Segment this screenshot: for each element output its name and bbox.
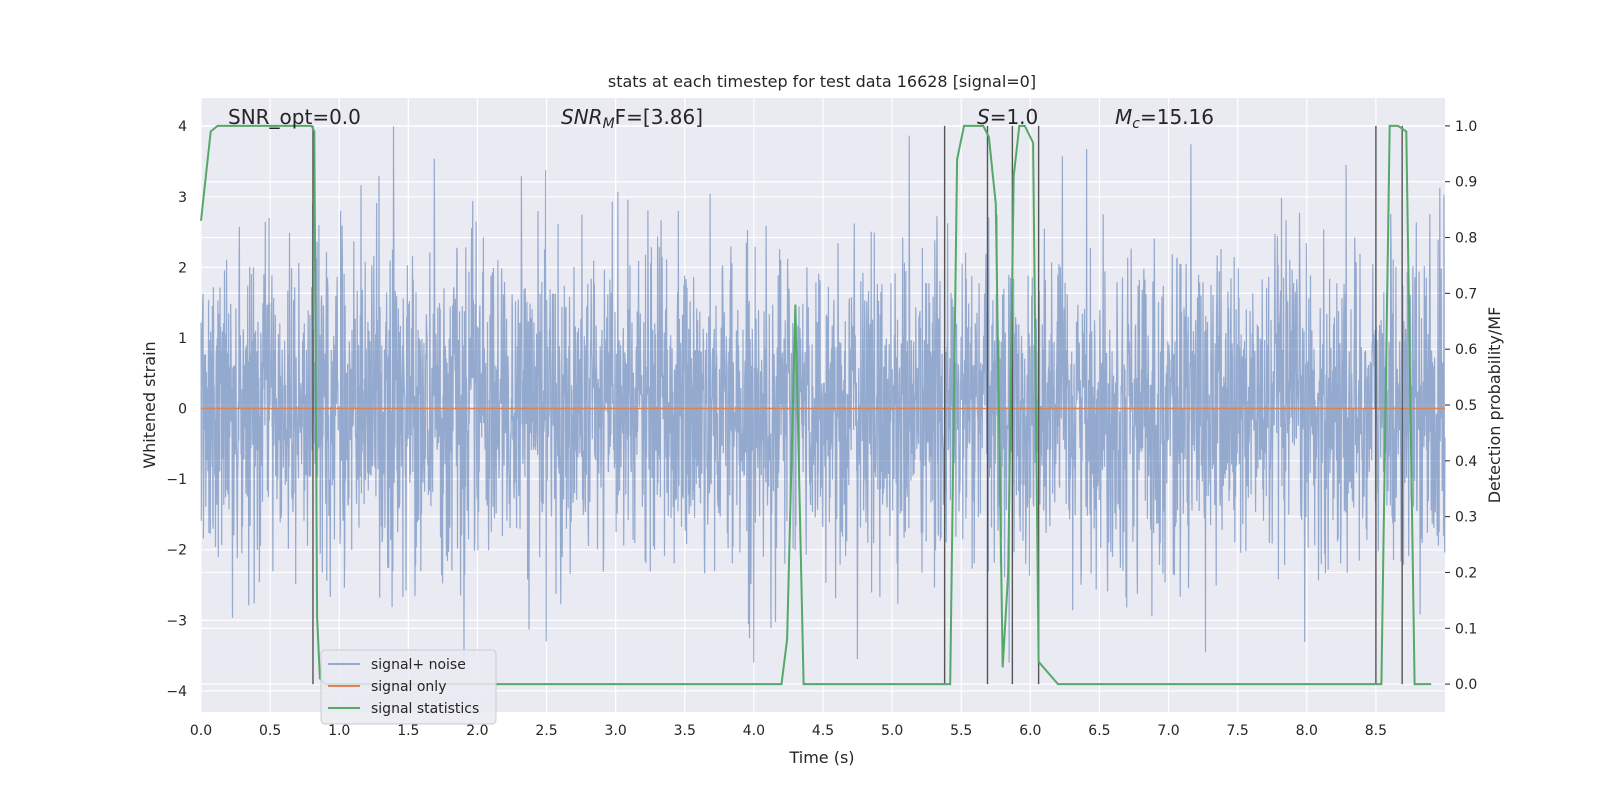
- series-line-signal-statistics: [200, 124, 1432, 686]
- x-tick-label: 1.5: [397, 723, 419, 739]
- legend: signal+ noise signal only signal statist…: [320, 649, 497, 725]
- y-tick-label: 2: [178, 260, 187, 276]
- y-tick-label: −1: [166, 472, 187, 488]
- x-tick-label: 7.0: [1157, 723, 1179, 739]
- legend-box: [320, 649, 497, 725]
- x-tick-label: 2.5: [535, 723, 557, 739]
- x-tick-label: 3.5: [674, 723, 696, 739]
- series-signal-noise: [200, 126, 1446, 663]
- annotation-mc: Mc=15.16: [1115, 105, 1214, 132]
- y-tick-label: −2: [166, 543, 187, 559]
- y-right-tick-label: 0.5: [1455, 398, 1477, 414]
- x-tick-label: 4.0: [743, 723, 765, 739]
- annotation-snr-opt: SNR_opt=0.0: [228, 105, 361, 129]
- y-right-tick-label: 1.0: [1455, 119, 1477, 135]
- x-tick-label: 5.5: [950, 723, 972, 739]
- annotation-mc-value: =15.16: [1140, 105, 1214, 129]
- x-tick-label: 0.0: [190, 723, 212, 739]
- x-tick-label: 6.5: [1088, 723, 1110, 739]
- x-tick-label: 7.5: [1227, 723, 1249, 739]
- y-right-tick-label: 0.7: [1455, 286, 1477, 302]
- y-right-tick-label: 0.2: [1455, 565, 1477, 581]
- legend-label-signal-statistics: signal statistics: [371, 701, 479, 717]
- y-right-tick-label: 0.6: [1455, 342, 1477, 358]
- x-tick-label: 5.0: [881, 723, 903, 739]
- y-axis-label: Whitened strain: [140, 341, 159, 468]
- annotation-snr-mf: SNRMF=[3.86]: [561, 105, 703, 132]
- y-right-tick-label: 0.9: [1455, 175, 1477, 191]
- annotation-snr-mf-label: SNR: [561, 105, 603, 129]
- legend-label-signal-noise: signal+ noise: [371, 657, 466, 673]
- y-right-tick-label: 0.4: [1455, 454, 1477, 470]
- y-tick-label: 0: [178, 402, 187, 418]
- series-signal-statistics: [200, 124, 1432, 686]
- y-tick-label: 4: [178, 119, 187, 135]
- x-tick-label: 6.0: [1019, 723, 1041, 739]
- annotation-s-value: =1.0: [990, 105, 1039, 129]
- y-axis-label-right: Detection probability/MF: [1485, 307, 1504, 504]
- x-tick-label: 3.0: [605, 723, 627, 739]
- x-tick-label: 0.5: [259, 723, 281, 739]
- chart-title: stats at each timestep for test data 166…: [608, 72, 1036, 91]
- annotation-mc-label: M: [1115, 105, 1132, 129]
- x-axis-label: Time (s): [788, 748, 854, 767]
- x-tick-label: 4.5: [812, 723, 834, 739]
- y-tick-label: −4: [166, 684, 187, 700]
- annotation-snr-mf-f: F=[3.86]: [615, 105, 703, 129]
- y-right-tick-label: 0.0: [1455, 677, 1477, 693]
- x-tick-label: 1.0: [328, 723, 350, 739]
- legend-label-signal-only: signal only: [371, 679, 446, 695]
- y-tick-label: 1: [178, 331, 187, 347]
- annotation-snr-mf-sub: M: [603, 116, 615, 132]
- x-tick-label: 2.0: [466, 723, 488, 739]
- y-tick-labels-left: 4 3 2 1 0 −1 −2 −3 −4: [166, 119, 187, 700]
- x-tick-label: 8.0: [1296, 723, 1318, 739]
- y-right-tick-label: 0.8: [1455, 231, 1477, 247]
- annotation-mc-sub: c: [1132, 116, 1140, 132]
- y-tick-label: −3: [166, 613, 187, 629]
- annotation-s-label: S: [977, 105, 990, 129]
- y-right-tick-label: 0.1: [1455, 621, 1477, 637]
- annotation-snr-mf-tail: F=[3.86]: [615, 105, 703, 129]
- series-line-signal-noise: [200, 126, 1446, 663]
- annotation-s: S=1.0: [977, 105, 1038, 129]
- x-tick-labels: 0.0 0.5 1.0 1.5 2.0 2.5 3.0 3.5 4.0 4.5 5.0 5.5 6.0 6…: [190, 723, 1387, 739]
- y-right-tick-label: 0.3: [1455, 510, 1477, 526]
- y-tick-labels-right: 1.0 0.9 0.8 0.7 0.6 0.5 0.4 0.3 0.2 0.1 0.0: [1445, 119, 1477, 693]
- y-tick-label: 3: [178, 190, 187, 206]
- x-tick-label: 8.5: [1365, 723, 1387, 739]
